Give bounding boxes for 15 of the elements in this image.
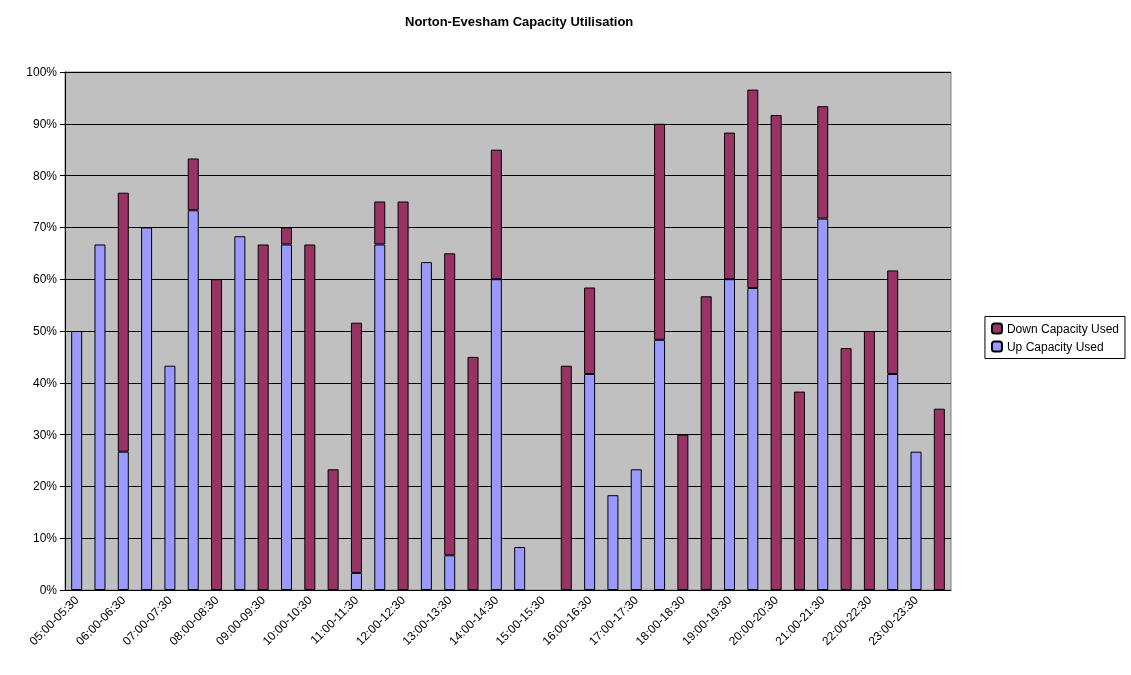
y-tick-label: 30% [32,427,58,442]
y-tick-label: 60% [32,272,58,287]
y-tick-label: 40% [32,375,58,390]
y-tick-label: 90% [32,116,58,131]
y-tick-label: 20% [32,479,58,494]
y-tick-label: 100% [26,65,58,79]
legend-label: Down Capacity Used [1006,321,1120,336]
y-tick-label: 50% [32,324,58,338]
y-tick-label: 0% [39,583,58,597]
bar [514,547,526,590]
legend-label: Up Capacity Used [1006,339,1104,354]
y-tick-label: 70% [32,220,58,235]
y-tick-label: 10% [32,531,58,546]
y-tick-label: 80% [32,168,58,183]
chart-title: Norton-Evesham Capacity Utilisation [405,14,634,29]
